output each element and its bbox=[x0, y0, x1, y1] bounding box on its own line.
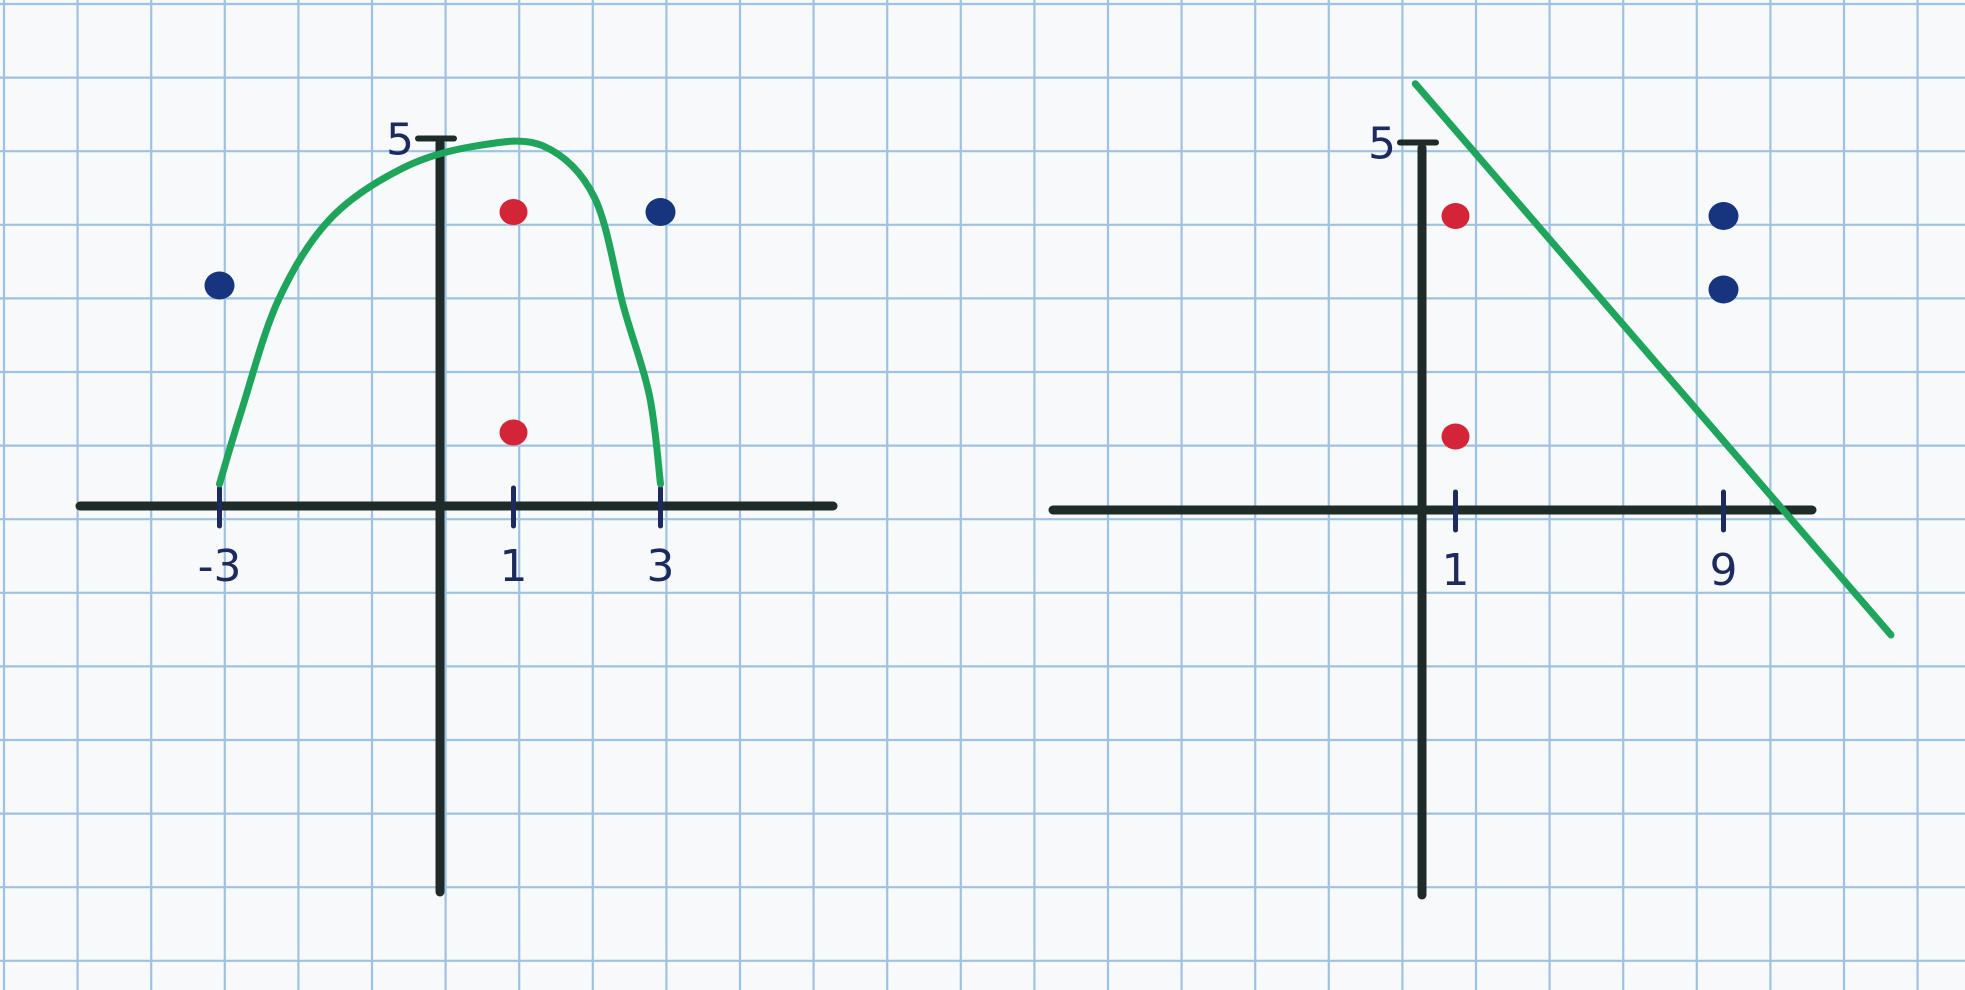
left-plot-points bbox=[204, 198, 676, 446]
right-plot-red-point bbox=[1441, 203, 1470, 229]
left-plot-y-tick-label: 5 bbox=[386, 115, 414, 166]
right-plot-red-point bbox=[1441, 423, 1470, 450]
right-plot: 1 9 5 bbox=[1048, 80, 1895, 900]
left-plot-blue-point bbox=[645, 198, 676, 226]
right-plot-x-tick-label: 1 bbox=[1442, 545, 1470, 596]
right-plot-x-tick-label: 9 bbox=[1710, 545, 1738, 596]
left-plot-x-tick-label: 1 bbox=[500, 541, 528, 592]
left-plot-x-tick-label: 3 bbox=[647, 541, 675, 592]
left-plot: -3 1 3 5 bbox=[75, 115, 838, 897]
right-plot-ticks: 1 9 5 bbox=[1368, 119, 1738, 597]
right-plot-curve bbox=[1411, 80, 1895, 639]
left-plot-blue-point bbox=[204, 271, 235, 300]
left-plot-curve bbox=[216, 137, 664, 488]
left-plot-ticks: -3 1 3 5 bbox=[198, 115, 675, 593]
right-plot-y-tick-label: 5 bbox=[1368, 119, 1396, 170]
left-plot-red-point bbox=[499, 199, 528, 225]
left-plot-green-curve bbox=[216, 137, 664, 488]
right-plot-points bbox=[1441, 202, 1739, 450]
left-plot-red-point bbox=[499, 419, 528, 446]
right-plot-blue-point bbox=[1708, 275, 1739, 304]
left-plot-x-tick-label: -3 bbox=[198, 541, 242, 592]
right-plot-blue-point bbox=[1708, 202, 1739, 230]
right-plot-green-curve bbox=[1411, 80, 1895, 639]
right-plot-axes bbox=[1048, 143, 1817, 900]
left-plot-axes bbox=[75, 138, 838, 897]
